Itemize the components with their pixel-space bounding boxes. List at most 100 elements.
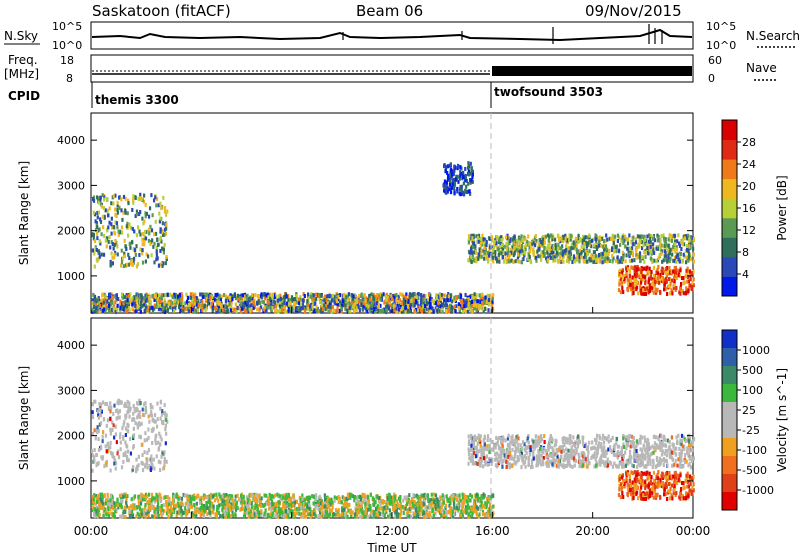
- range-time-cell: [632, 282, 634, 286]
- range-time-cell: [673, 279, 675, 283]
- range-time-cell: [477, 257, 479, 261]
- range-time-cell: [99, 217, 101, 221]
- range-time-cell: [415, 299, 417, 303]
- range-time-cell: [657, 276, 659, 280]
- range-time-cell: [348, 298, 350, 302]
- range-time-cell: [627, 282, 629, 286]
- range-time-cell: [444, 180, 446, 184]
- range-time-cell: [613, 250, 615, 254]
- range-time-cell: [652, 242, 654, 246]
- range-time-cell: [331, 500, 333, 504]
- range-time-cell: [494, 250, 496, 254]
- range-time-cell: [620, 274, 622, 278]
- range-time-cell: [216, 512, 218, 516]
- range-time-cell: [300, 306, 302, 310]
- range-time-cell: [129, 242, 131, 246]
- range-time-cell: [679, 287, 681, 291]
- range-time-cell: [667, 269, 669, 273]
- range-time-cell: [113, 247, 115, 251]
- range-time-cell: [445, 169, 447, 173]
- range-time-cell: [656, 259, 658, 263]
- range-time-cell: [155, 293, 157, 297]
- range-time-cell: [333, 499, 335, 503]
- range-time-cell: [618, 249, 620, 253]
- range-time-cell: [519, 241, 521, 245]
- range-time-cell: [144, 309, 146, 313]
- range-time-cell: [234, 294, 236, 298]
- range-time-cell: [520, 260, 522, 264]
- range-time-cell: [604, 259, 606, 263]
- range-time-cell: [468, 306, 470, 310]
- range-time-cell: [471, 236, 473, 240]
- range-time-cell: [473, 251, 475, 255]
- range-time-cell: [636, 268, 638, 272]
- range-time-cell: [445, 301, 447, 305]
- range-time-cell: [471, 310, 473, 314]
- range-time-cell: [279, 494, 281, 498]
- range-time-cell: [251, 293, 253, 297]
- range-time-cell: [554, 258, 556, 262]
- range-time-cell: [251, 505, 253, 509]
- range-time-cell: [407, 514, 409, 518]
- range-time-cell: [693, 253, 695, 257]
- range-time-cell: [96, 236, 98, 240]
- range-time-cell: [156, 249, 158, 253]
- range-time-cell: [375, 495, 377, 499]
- range-time-cell: [172, 295, 174, 299]
- range-time-cell: [668, 237, 670, 241]
- range-time-cell: [264, 305, 266, 309]
- range-time-cell: [478, 304, 480, 308]
- range-time-cell: [188, 309, 190, 313]
- range-time-cell: [693, 277, 695, 281]
- range-time-cell: [679, 244, 681, 248]
- range-time-cell: [108, 304, 110, 308]
- range-time-cell: [481, 293, 483, 297]
- range-time-cell: [529, 249, 531, 253]
- range-time-cell: [158, 299, 160, 303]
- range-time-cell: [514, 251, 516, 255]
- range-time-cell: [161, 264, 163, 268]
- range-time-cell: [146, 212, 148, 216]
- range-time-cell: [661, 270, 663, 274]
- range-time-cell: [362, 511, 364, 515]
- range-time-cell: [428, 310, 430, 314]
- range-time-cell: [202, 295, 204, 299]
- range-time-cell: [101, 294, 103, 298]
- range-time-cell: [140, 502, 142, 506]
- range-time-cell: [593, 243, 595, 247]
- range-time-cell: [161, 246, 163, 250]
- range-time-cell: [201, 300, 203, 304]
- noise-right-tick-bottom: 10^0: [706, 39, 736, 52]
- range-time-cell: [527, 234, 529, 238]
- range-time-cell: [683, 280, 685, 284]
- range-time-cell: [682, 276, 684, 280]
- range-time-cell: [320, 507, 322, 511]
- range-time-cell: [477, 236, 479, 240]
- range-time-cell: [165, 261, 167, 265]
- range-time-cell: [332, 294, 334, 298]
- range-time-cell: [462, 191, 464, 195]
- range-time-cell: [393, 309, 395, 313]
- range-time-cell: [313, 293, 315, 297]
- range-time-cell: [482, 504, 484, 508]
- range-time-cell: [102, 193, 104, 197]
- range-time-cell: [669, 234, 671, 238]
- range-time-cell: [451, 173, 453, 177]
- range-time-cell: [118, 230, 120, 234]
- range-time-cell: [125, 501, 127, 505]
- range-time-cell: [168, 302, 170, 306]
- range-time-cell: [478, 240, 480, 244]
- y-tick-label: 1000: [57, 270, 85, 283]
- range-time-cell: [92, 248, 94, 252]
- range-time-cell: [476, 308, 478, 312]
- range-time-cell: [249, 493, 251, 497]
- range-time-cell: [416, 503, 418, 507]
- range-time-cell: [505, 235, 507, 239]
- range-time-cell: [169, 293, 171, 297]
- range-time-cell: [487, 308, 489, 312]
- range-time-cell: [431, 307, 433, 311]
- range-time-cell: [114, 243, 116, 247]
- range-time-cell: [685, 291, 687, 295]
- range-time-cell: [665, 243, 667, 247]
- range-time-cell: [102, 215, 104, 219]
